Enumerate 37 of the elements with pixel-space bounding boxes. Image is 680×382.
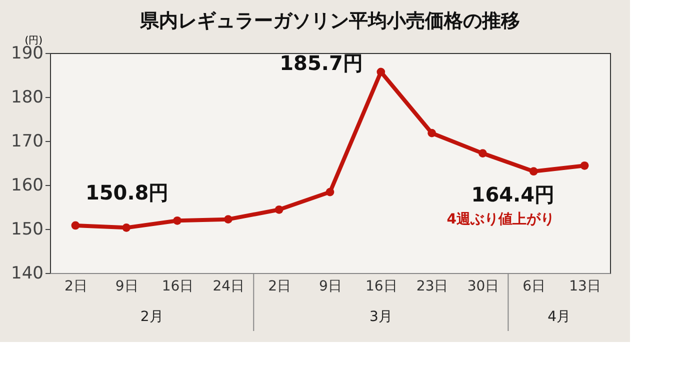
- x-tick-label: 2日: [64, 278, 88, 294]
- point: [580, 161, 589, 170]
- text: 4月: [548, 309, 571, 325]
- point: [428, 128, 436, 138]
- y-tick-label: 160: [11, 176, 44, 196]
- y-tick-label: 140: [11, 264, 44, 284]
- x-tick-label: 9日: [115, 278, 138, 294]
- x-tick-label: 23日: [416, 278, 448, 294]
- x-tick-label: 24日: [212, 278, 245, 294]
- x-tick-label: 16日: [162, 278, 194, 294]
- point: [71, 221, 80, 230]
- y-tick-label: 180: [11, 88, 44, 108]
- annotation: 4週ぶり値上がり: [446, 212, 555, 228]
- point: [224, 215, 232, 224]
- data-label: 164.4円: [471, 182, 555, 207]
- data-label: 185.7円: [280, 50, 363, 75]
- y-tick-label: 190: [11, 44, 44, 64]
- point: [122, 224, 131, 232]
- x-tick-label: 13日: [569, 278, 601, 294]
- point: [478, 149, 487, 158]
- text: 2月: [140, 309, 164, 325]
- chart-title: 県内レギュラーガソリン平均小売価格の推移: [139, 10, 520, 32]
- x-tick-label: 16日: [365, 278, 398, 294]
- point: [173, 216, 182, 225]
- text: 3月: [369, 309, 392, 325]
- x-tick-label: 6日: [522, 278, 546, 294]
- x-tick-label: 30日: [467, 278, 500, 294]
- point: [529, 167, 538, 176]
- point: [326, 188, 334, 196]
- y-tick-label: 150: [11, 220, 44, 240]
- point: [274, 205, 284, 214]
- data-label: 150.8円: [85, 180, 169, 204]
- point: [376, 68, 386, 76]
- x-tick-label: 9日: [319, 278, 342, 294]
- x-tick-label: 2日: [268, 278, 292, 294]
- y-tick-label: 170: [11, 132, 44, 152]
- y-axis-title: (円): [24, 36, 43, 46]
